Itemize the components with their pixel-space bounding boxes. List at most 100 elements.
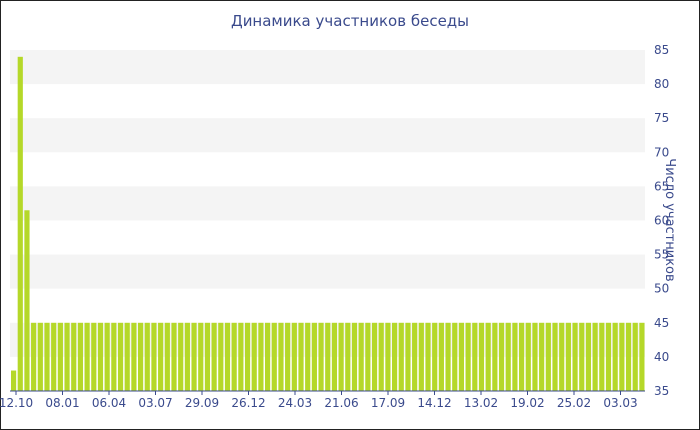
bar [619, 322, 625, 391]
bar [151, 322, 157, 391]
bar [238, 322, 244, 391]
y-tick-label: 35 [654, 384, 669, 398]
bar [258, 322, 264, 391]
x-tick-label: 06.04 [92, 396, 126, 410]
bar [178, 322, 184, 391]
x-tick-label: 12.10 [0, 396, 33, 410]
bar [452, 322, 458, 391]
grid-bands [10, 50, 645, 357]
bar [365, 322, 371, 391]
bar [405, 322, 411, 391]
x-tick-label: 26.12 [231, 396, 265, 410]
bar [378, 322, 384, 391]
bar [311, 322, 317, 391]
bar [478, 322, 485, 391]
bar [565, 322, 571, 391]
bar [211, 322, 217, 391]
bar [545, 322, 551, 391]
bar [198, 322, 204, 391]
bar [291, 322, 297, 391]
bar [278, 322, 284, 391]
bar [458, 322, 465, 391]
bar [37, 322, 43, 391]
bar [519, 322, 525, 391]
bar [71, 322, 77, 391]
bar [639, 322, 645, 391]
bar [271, 322, 277, 391]
x-tick-label: 03.03 [603, 396, 637, 410]
x-tick-label: 29.09 [185, 396, 219, 410]
bar [612, 322, 618, 391]
bar [371, 322, 378, 391]
bar [318, 322, 324, 391]
bar [218, 322, 224, 391]
bar [512, 322, 518, 391]
bar [131, 322, 137, 391]
bar [485, 322, 491, 391]
bar [298, 322, 304, 391]
bar [184, 322, 190, 391]
bar [57, 322, 63, 391]
bar [592, 322, 598, 391]
bar [244, 322, 251, 391]
bar [305, 322, 311, 391]
bar [338, 322, 344, 391]
bar [552, 322, 558, 391]
bar [224, 322, 231, 391]
bar [358, 322, 364, 391]
bar [24, 210, 30, 391]
grid-band [10, 186, 645, 221]
bars [11, 56, 645, 391]
bar [585, 322, 592, 391]
bar [144, 322, 150, 391]
bar [418, 322, 424, 391]
y-tick-label: 80 [654, 77, 669, 91]
bar [579, 322, 585, 391]
bar [505, 322, 511, 391]
x-tick-label: 24.03 [278, 396, 312, 410]
y-tick-label: 45 [654, 316, 669, 330]
x-tick-label: 19.02 [510, 396, 544, 410]
bar [392, 322, 398, 391]
bar [111, 322, 117, 391]
x-tick-label: 03.07 [138, 396, 172, 410]
y-tick-label: 55 [654, 248, 669, 262]
bar [539, 322, 545, 391]
grid-band [10, 118, 645, 153]
bar [124, 322, 130, 391]
bar [472, 322, 478, 391]
x-tick-label: 25.02 [557, 396, 591, 410]
x-ticks: 12.10 08.01 06.04 03.07 29.09 26.12 24.03 21.06… [0, 390, 645, 410]
y-tick-label: 40 [654, 350, 669, 364]
bar [438, 322, 444, 391]
y-tick-label: 70 [654, 145, 669, 159]
bar [251, 322, 257, 391]
bar [51, 322, 57, 391]
bar [398, 322, 404, 391]
bar [498, 322, 505, 391]
x-tick-label: 08.01 [45, 396, 79, 410]
bar [465, 322, 471, 391]
bar [117, 322, 124, 391]
bar [158, 322, 164, 391]
grid-band [10, 254, 645, 289]
bar [525, 322, 531, 391]
bar [91, 322, 97, 391]
bar [325, 322, 331, 391]
bar [204, 322, 211, 391]
bar [605, 322, 612, 391]
bar [559, 322, 565, 391]
x-tick-label: 14.12 [417, 396, 451, 410]
bar [231, 322, 237, 391]
grid-band [10, 50, 645, 85]
bar [625, 322, 632, 391]
x-tick-label: 13.02 [464, 396, 498, 410]
y-tick-label: 75 [654, 111, 669, 125]
bar [445, 322, 451, 391]
y-ticks: 35 40 45 50 55 60 65 70 75 80 85 [654, 43, 669, 398]
x-tick-label: 17.09 [371, 396, 405, 410]
bar [104, 322, 110, 391]
bar [351, 322, 358, 391]
bar [385, 322, 391, 391]
